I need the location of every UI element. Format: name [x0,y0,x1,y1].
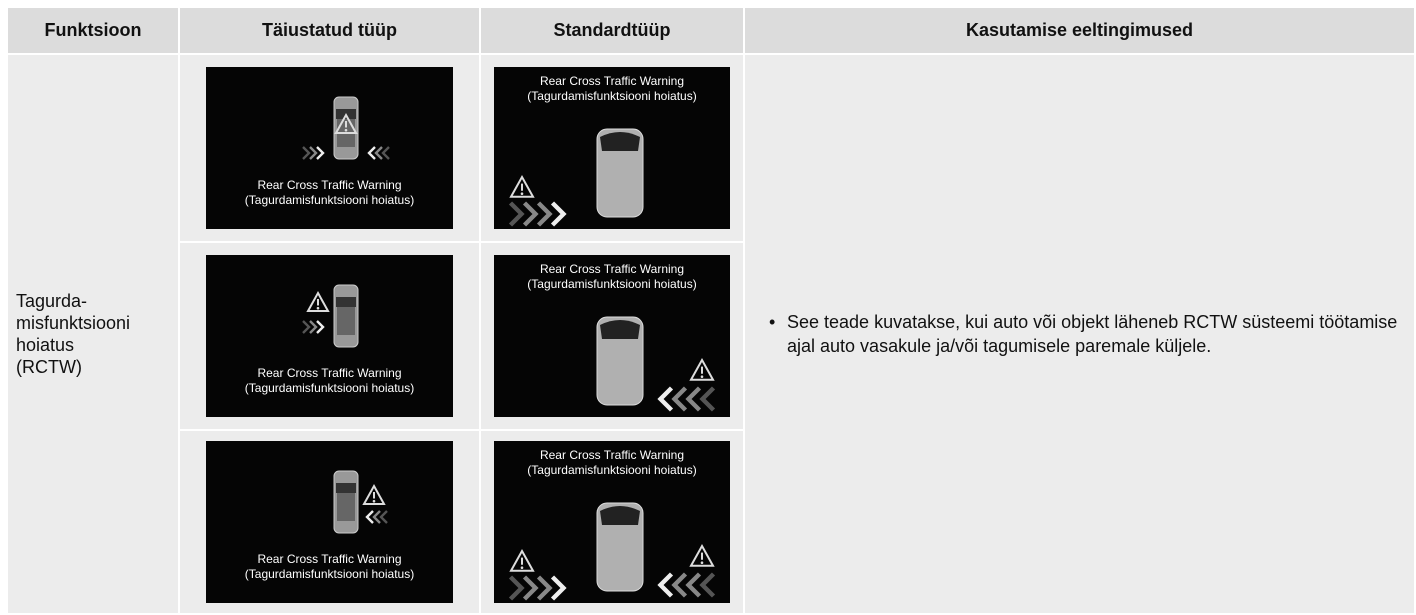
chevron [508,575,525,601]
chevron [699,572,716,598]
chevron [522,201,539,227]
warning-dot [700,375,704,379]
warning-icon [689,543,715,567]
chevron [657,386,674,412]
screen: Rear Cross Traffic Warning(Tagurdamisfun… [206,255,453,417]
chevron [309,146,318,160]
screen-title: Rear Cross Traffic Warning [257,178,401,192]
warning-icon [509,174,535,198]
function-cell: Tagurda-misfunktsiooni hoiatus (RCTW) [8,55,180,615]
chevron [550,575,567,601]
condition-cell: See teade kuvatakse, kui auto või objekt… [745,55,1416,615]
screen: Rear Cross Traffic Warning(Tagurdamisfun… [494,255,730,417]
chevron [671,386,688,412]
screen-bg [206,255,453,417]
chevron [671,572,688,598]
function-text: Tagurda-misfunktsiooni hoiatus (RCTW) [16,291,131,377]
screen-bg [206,67,453,229]
chevron [302,320,311,334]
chevron [381,146,390,160]
warning-dot [700,561,704,565]
chevron [302,146,311,160]
screen-title: Rear Cross Traffic Warning [257,552,401,566]
screen-subtitle: (Tagurdamisfunktsiooni hoiatus) [245,193,414,207]
warning-icon [689,357,715,381]
screen-subtitle: (Tagurdamisfunktsiooni hoiatus) [245,381,414,395]
chevron [309,320,318,334]
screen-cell: Rear Cross Traffic Warning (Tagurdamisfun… [180,431,481,615]
warning-dot [520,566,524,570]
chevron [685,572,702,598]
warning-icon [334,112,358,134]
chevron [657,572,674,598]
screen-title: Rear Cross Traffic Warning [257,366,401,380]
car-window [600,506,640,525]
screen: Rear Cross Traffic Warning(Tagurdamisfun… [206,441,453,603]
header-cell: Funktsioon [8,8,180,55]
screen: Rear Cross Traffic Warning(Tagurdamisfun… [494,67,730,229]
chevron [374,146,383,160]
table: Funktsioon Täiustatud tüüp Standardtüüp … [8,8,1416,615]
car-window [336,297,356,307]
condition-text: See teade kuvatakse, kui auto või objekt… [769,310,1414,358]
warning-dot [520,192,524,196]
car-roof [337,307,355,335]
warning-dot [372,499,376,503]
chevron [699,386,716,412]
chevron [379,510,388,524]
header-cell: Täiustatud tüüp [180,8,481,55]
warning-dot [344,128,348,132]
warning-icon [362,483,386,505]
chevron [536,575,553,601]
screen-cell: Rear Cross Traffic Warning (Tagurdamisfun… [481,431,745,615]
screen-cell: Rear Cross Traffic Warning (Tagurdamisfun… [180,243,481,431]
chevron [550,201,567,227]
car-window [336,483,356,493]
car-roof [337,493,355,521]
screen-title: Rear Cross Traffic Warning [540,74,684,88]
screen-bg [206,441,453,603]
warning-icon [306,290,330,312]
car-window [600,320,640,339]
screen-subtitle: (Tagurdamisfunktsiooni hoiatus) [527,463,696,477]
screen-subtitle: (Tagurdamisfunktsiooni hoiatus) [527,277,696,291]
header-cell: Standardtüüp [481,8,745,55]
chevron [365,510,374,524]
screen-subtitle: (Tagurdamisfunktsiooni hoiatus) [527,89,696,103]
chevron [536,201,553,227]
screen-title: Rear Cross Traffic Warning [540,262,684,276]
screen-title: Rear Cross Traffic Warning [540,448,684,462]
screen-cell: Rear Cross Traffic Warning (Tagurdamisfun… [481,55,745,243]
chevron [316,320,325,334]
screen-subtitle: (Tagurdamisfunktsiooni hoiatus) [245,567,414,581]
header-cell: Kasutamise eeltingimused [745,8,1416,55]
warning-dot [316,306,320,310]
chevron [508,201,525,227]
chevron [316,146,325,160]
screen: Rear Cross Traffic Warning(Tagurdamisfun… [494,441,730,603]
chevron [367,146,376,160]
chevron [522,575,539,601]
chevron [372,510,381,524]
screen: Rear Cross Traffic Warning(Tagurdamisfun… [206,67,453,229]
car-window [600,132,640,151]
screen-cell: Rear Cross Traffic Warning (Tagurdamisfun… [481,243,745,431]
warning-icon [509,548,535,572]
chevron [685,386,702,412]
screen-cell: Rear Cross Traffic Warning (Tagurdamisfun… [180,55,481,243]
